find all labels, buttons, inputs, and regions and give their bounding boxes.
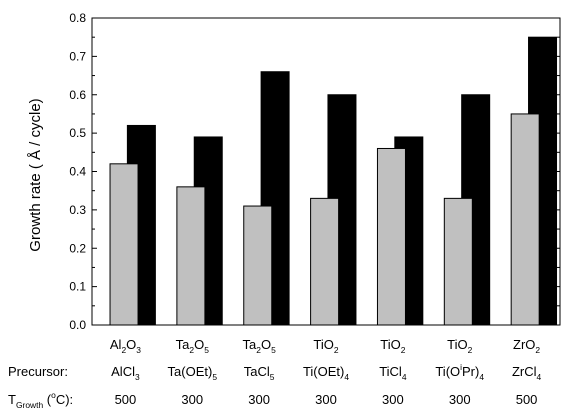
precursor-value: TiCl4	[379, 364, 407, 382]
y-axis-label: Growth rate ( Å / cycle)	[27, 98, 44, 251]
bars	[109, 36, 558, 326]
bar-series-2-7	[510, 113, 540, 326]
precursor-value: TaCl5	[244, 364, 275, 382]
temperature-value: 300	[382, 392, 404, 407]
category-label: Ta2O5	[176, 337, 210, 355]
category-label: Al2O3	[110, 337, 141, 355]
precursor-value: Ti(OEt)4	[303, 364, 349, 382]
bar-series-2-1	[109, 163, 139, 326]
temperature-value: 300	[181, 392, 203, 407]
y-tick-label: 0.3	[69, 203, 86, 217]
temperature-value: 500	[516, 392, 538, 407]
category-labels: Al2O3 Ta2O5 Ta2O5 TiO2 TiO2 TiO2 ZrO2	[110, 337, 541, 355]
y-tick-label: 0.8	[69, 11, 86, 25]
category-label: Ta2O5	[243, 337, 277, 355]
y-tick-label: 0.2	[69, 241, 86, 255]
precursor-value: Ta(OEt)5	[168, 364, 218, 382]
bar-series-2-2	[176, 186, 206, 326]
y-tick-label: 0.0	[69, 318, 86, 332]
y-tick-label: 0.7	[69, 49, 86, 63]
y-tick-label: 0.6	[69, 88, 86, 102]
temperature-value: 500	[115, 392, 137, 407]
axes: 0.0 0.1 0.2 0.3 0.4 0.5 0.6 0.7 0.8	[69, 11, 560, 332]
precursor-value: AlCl3	[111, 364, 140, 382]
y-tick-label: 0.4	[69, 165, 86, 179]
bar-series-2-5	[376, 147, 406, 326]
temperature-value: 300	[248, 392, 270, 407]
category-label: TiO2	[380, 337, 405, 355]
category-label: TiO2	[447, 337, 472, 355]
bar-series-2-6	[443, 197, 473, 326]
temperature-value: 300	[449, 392, 471, 407]
bar-series-1-3	[260, 71, 290, 326]
precursor-value: Ti(OiPr)4	[435, 362, 484, 382]
category-label: TiO2	[313, 337, 338, 355]
y-tick-label: 0.1	[69, 280, 86, 294]
precursor-table: Precursor: AlCl3 Ta(OEt)5 TaCl5 Ti(OEt)4 TiCl…	[8, 362, 541, 409]
category-label: ZrO2	[513, 337, 540, 355]
precursor-value: ZrCl4	[512, 364, 542, 382]
bar-series-2-3	[243, 205, 273, 326]
temperature-value: 300	[315, 392, 337, 407]
precursor-row-label: Precursor:	[8, 364, 68, 379]
y-tick-label: 0.5	[69, 126, 86, 140]
temperature-row-label: TGrowth (oC):	[8, 390, 73, 409]
bar-series-2-4	[310, 197, 340, 326]
